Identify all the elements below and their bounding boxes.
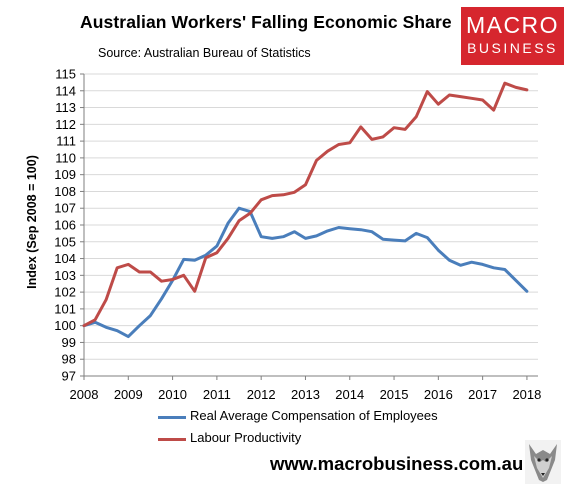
legend-label-compensation: Real Average Compensation of Employees: [190, 408, 438, 423]
x-tick-label: 2013: [291, 387, 320, 402]
series-lines: [82, 81, 529, 339]
y-tick-label: 109: [54, 167, 76, 182]
y-tick-label: 105: [54, 234, 76, 249]
series-line-compensation: [82, 206, 529, 339]
chart-source: Source: Australian Bureau of Statistics: [98, 46, 311, 60]
x-tick-label: 2008: [70, 387, 99, 402]
y-tick-label: 110: [55, 150, 76, 165]
wolf-icon: [525, 440, 561, 484]
y-tick-label: 115: [55, 67, 76, 82]
x-tick-label: 2014: [335, 387, 364, 402]
website-url: www.macrobusiness.com.au: [270, 453, 524, 474]
logo-line-1: MACRO: [465, 12, 560, 38]
y-axis-label: Index (Sep 2008 = 100): [25, 155, 39, 289]
y-tick-label: 103: [54, 268, 76, 283]
y-tick-label: 114: [55, 83, 76, 98]
legend-label-productivity: Labour Productivity: [190, 430, 302, 445]
y-tick-label: 102: [54, 285, 76, 300]
y-tick-label: 98: [62, 352, 76, 367]
gridlines: [84, 73, 538, 377]
y-tick-label: 111: [56, 134, 76, 149]
logo-line-2: BUSINESS: [467, 40, 558, 56]
y-tick-label: 108: [54, 184, 76, 199]
y-tick-labels: 9798991001011021031041051061071081091101…: [54, 67, 76, 384]
legend-swatch-compensation: [158, 416, 186, 419]
y-tick-label: 100: [54, 318, 76, 333]
x-tick-label: 2009: [114, 387, 143, 402]
x-tick-label: 2011: [203, 387, 231, 402]
y-tick-label: 104: [54, 251, 76, 266]
axes: [80, 73, 538, 380]
x-tick-label: 2016: [424, 387, 453, 402]
y-tick-label: 99: [62, 335, 76, 350]
y-tick-label: 113: [55, 100, 76, 115]
x-tick-label: 2015: [380, 387, 409, 402]
series-line-productivity: [82, 81, 529, 328]
chart-title: Australian Workers' Falling Economic Sha…: [80, 12, 452, 32]
legend-swatch-productivity: [158, 438, 186, 441]
y-tick-label: 106: [54, 218, 76, 233]
x-tick-label: 2017: [468, 387, 497, 402]
x-tick-labels: 2008 2009 2010 2011 2012 2013 2014 2015 2016 2017…: [70, 387, 542, 402]
y-tick-label: 112: [55, 117, 76, 132]
x-tick-label: 2012: [247, 387, 276, 402]
x-tick-label: 2010: [158, 387, 187, 402]
macro-business-logo: MACRO BUSINESS: [461, 7, 564, 65]
y-tick-label: 107: [54, 201, 76, 216]
x-tick-label: 2018: [512, 387, 541, 402]
y-tick-label: 101: [54, 301, 76, 316]
y-tick-label: 97: [62, 369, 76, 384]
